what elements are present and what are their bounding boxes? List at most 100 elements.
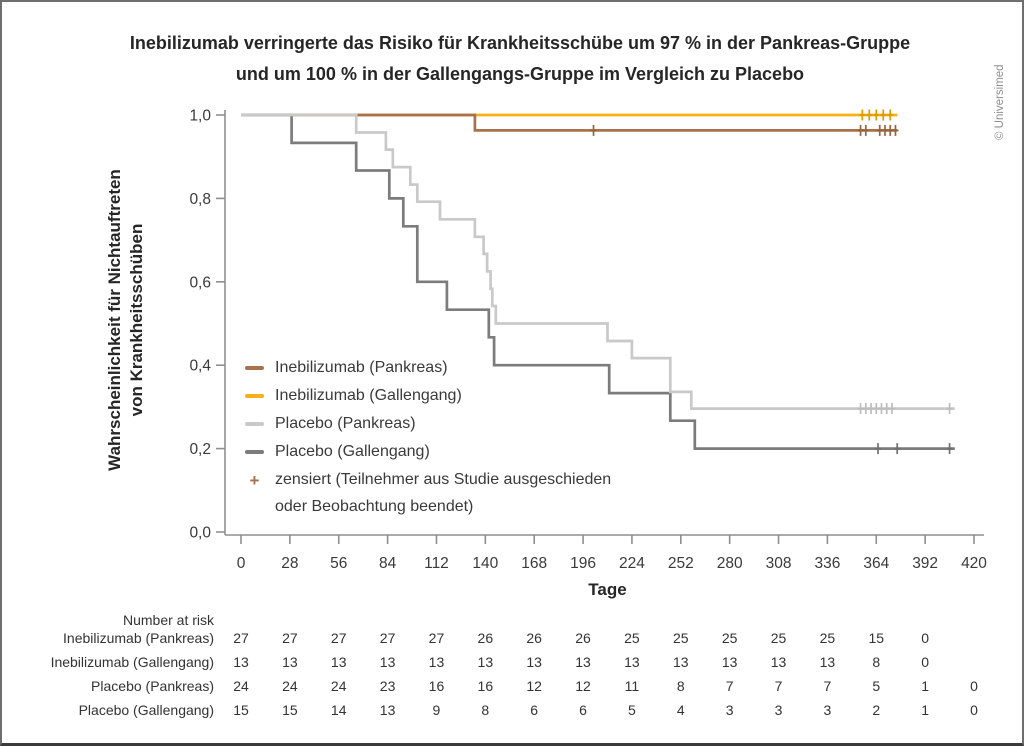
risk-row-label: Placebo (Pankreas) [91,678,214,694]
risk-row-label: Inebilizumab (Pankreas) [63,630,214,646]
risk-value: 11 [624,678,640,694]
risk-value: 13 [819,654,836,670]
risk-value: 24 [233,678,249,694]
risk-value: 13 [721,654,738,670]
risk-value: 1 [921,678,930,694]
risk-row-label: Placebo (Gallengang) [78,702,214,718]
x-tick-label: 364 [863,555,889,572]
x-tick-label: 112 [424,555,449,572]
legend-label: Placebo (Pankreas) [275,415,416,432]
x-tick-label: 168 [521,555,547,572]
y-tick-label: 0,0 [189,525,211,542]
km-curve-2 [241,113,955,410]
y-tick-label: 0,2 [189,441,211,458]
x-tick-label: 336 [814,555,840,572]
risk-table-header: Number at risk [122,612,214,628]
x-tick-label: 392 [912,555,938,572]
x-tick-label: 308 [766,555,792,572]
risk-value: 24 [282,678,298,694]
legend-label: zensiert (Teilnehmer aus Studie ausgesch… [275,471,612,488]
legend-line-swatch [245,394,264,398]
risk-value: 15 [282,702,298,718]
risk-value: 7 [725,678,734,694]
risk-value: 13 [526,654,542,670]
legend-censored-plus-icon: + [249,470,260,490]
x-tick-label: 196 [570,555,596,572]
x-tick-label: 280 [717,555,743,572]
risk-value: 3 [823,702,832,718]
risk-value: 3 [725,702,734,718]
x-tick-label: 28 [281,555,298,572]
risk-value: 27 [330,630,347,646]
risk-value: 13 [233,654,249,670]
y-tick-label: 1,0 [189,108,211,125]
legend-label: Inebilizumab (Gallengang) [275,387,462,404]
risk-value: 2 [872,702,881,718]
risk-value: 24 [330,678,347,694]
risk-value: 27 [379,630,396,646]
risk-value: 0 [970,702,978,718]
legend-label: Placebo (Gallengang) [275,443,430,460]
risk-value: 3 [774,702,783,718]
risk-value: 25 [819,630,836,646]
x-tick-label: 140 [472,555,498,572]
chart-title: Inebilizumab verringerte das Risiko für … [2,28,1022,90]
risk-value: 13 [428,654,445,670]
legend-line-swatch [245,366,264,370]
legend-item-2: Placebo (Pankreas) [245,410,611,438]
risk-value: 4 [676,702,685,718]
risk-value: 26 [575,630,591,646]
risk-value: 12 [575,678,591,694]
risk-value: 12 [526,678,542,694]
risk-value: 13 [624,654,640,670]
chart-title-line1: Inebilizumab verringerte das Risiko für … [129,33,911,53]
risk-value: 13 [673,654,689,670]
risk-value: 27 [282,630,298,646]
risk-value: 25 [673,630,689,646]
legend: Inebilizumab (Pankreas) Inebilizumab (Gal… [245,354,611,520]
risk-value: 13 [330,654,347,670]
risk-value: 15 [868,630,885,646]
legend-label: Inebilizumab (Pankreas) [275,359,448,376]
legend-line-swatch [245,422,264,426]
risk-value: 13 [379,702,396,718]
risk-value: 7 [823,678,832,694]
risk-value: 8 [872,654,881,670]
risk-value: 8 [676,678,685,694]
km-curve-3 [241,113,955,450]
risk-value: 16 [428,678,445,694]
risk-value: 16 [477,678,494,694]
risk-value: 6 [530,702,539,718]
legend-line-swatch [245,450,264,454]
risk-value: 1 [921,702,930,718]
risk-value: 8 [481,702,490,718]
risk-value: 25 [624,630,640,646]
risk-value: 26 [526,630,542,646]
risk-value: 27 [428,630,445,646]
risk-value: 5 [872,678,881,694]
risk-value: 26 [477,630,494,646]
y-tick-label: 0,8 [189,191,211,208]
risk-value: 13 [477,654,494,670]
legend-item-1: Inebilizumab (Gallengang) [245,382,611,410]
y-tick-label: 0,6 [189,274,211,291]
x-tick-label: 84 [379,555,397,572]
risk-value: 13 [770,654,787,670]
x-tick-label: 0 [237,555,246,572]
legend-label-line2: oder Beobachtung beendet) [275,498,474,515]
chart-title-line2: und um 100 % in der Gallengangs-Gruppe i… [235,64,805,84]
x-axis-title: Tage [588,580,627,599]
km-curve-0 [241,113,898,132]
y-tick-label: 0,4 [189,358,211,375]
x-tick-label: 420 [961,555,987,572]
risk-value: 0 [921,654,930,670]
risk-value: 0 [970,678,978,694]
risk-value: 6 [579,702,587,718]
legend-item-4: + zensiert (Teilnehmer aus Studie ausgesc… [245,466,612,494]
risk-value: 0 [921,630,930,646]
x-tick-label: 224 [619,555,645,572]
risk-value: 25 [770,630,787,646]
